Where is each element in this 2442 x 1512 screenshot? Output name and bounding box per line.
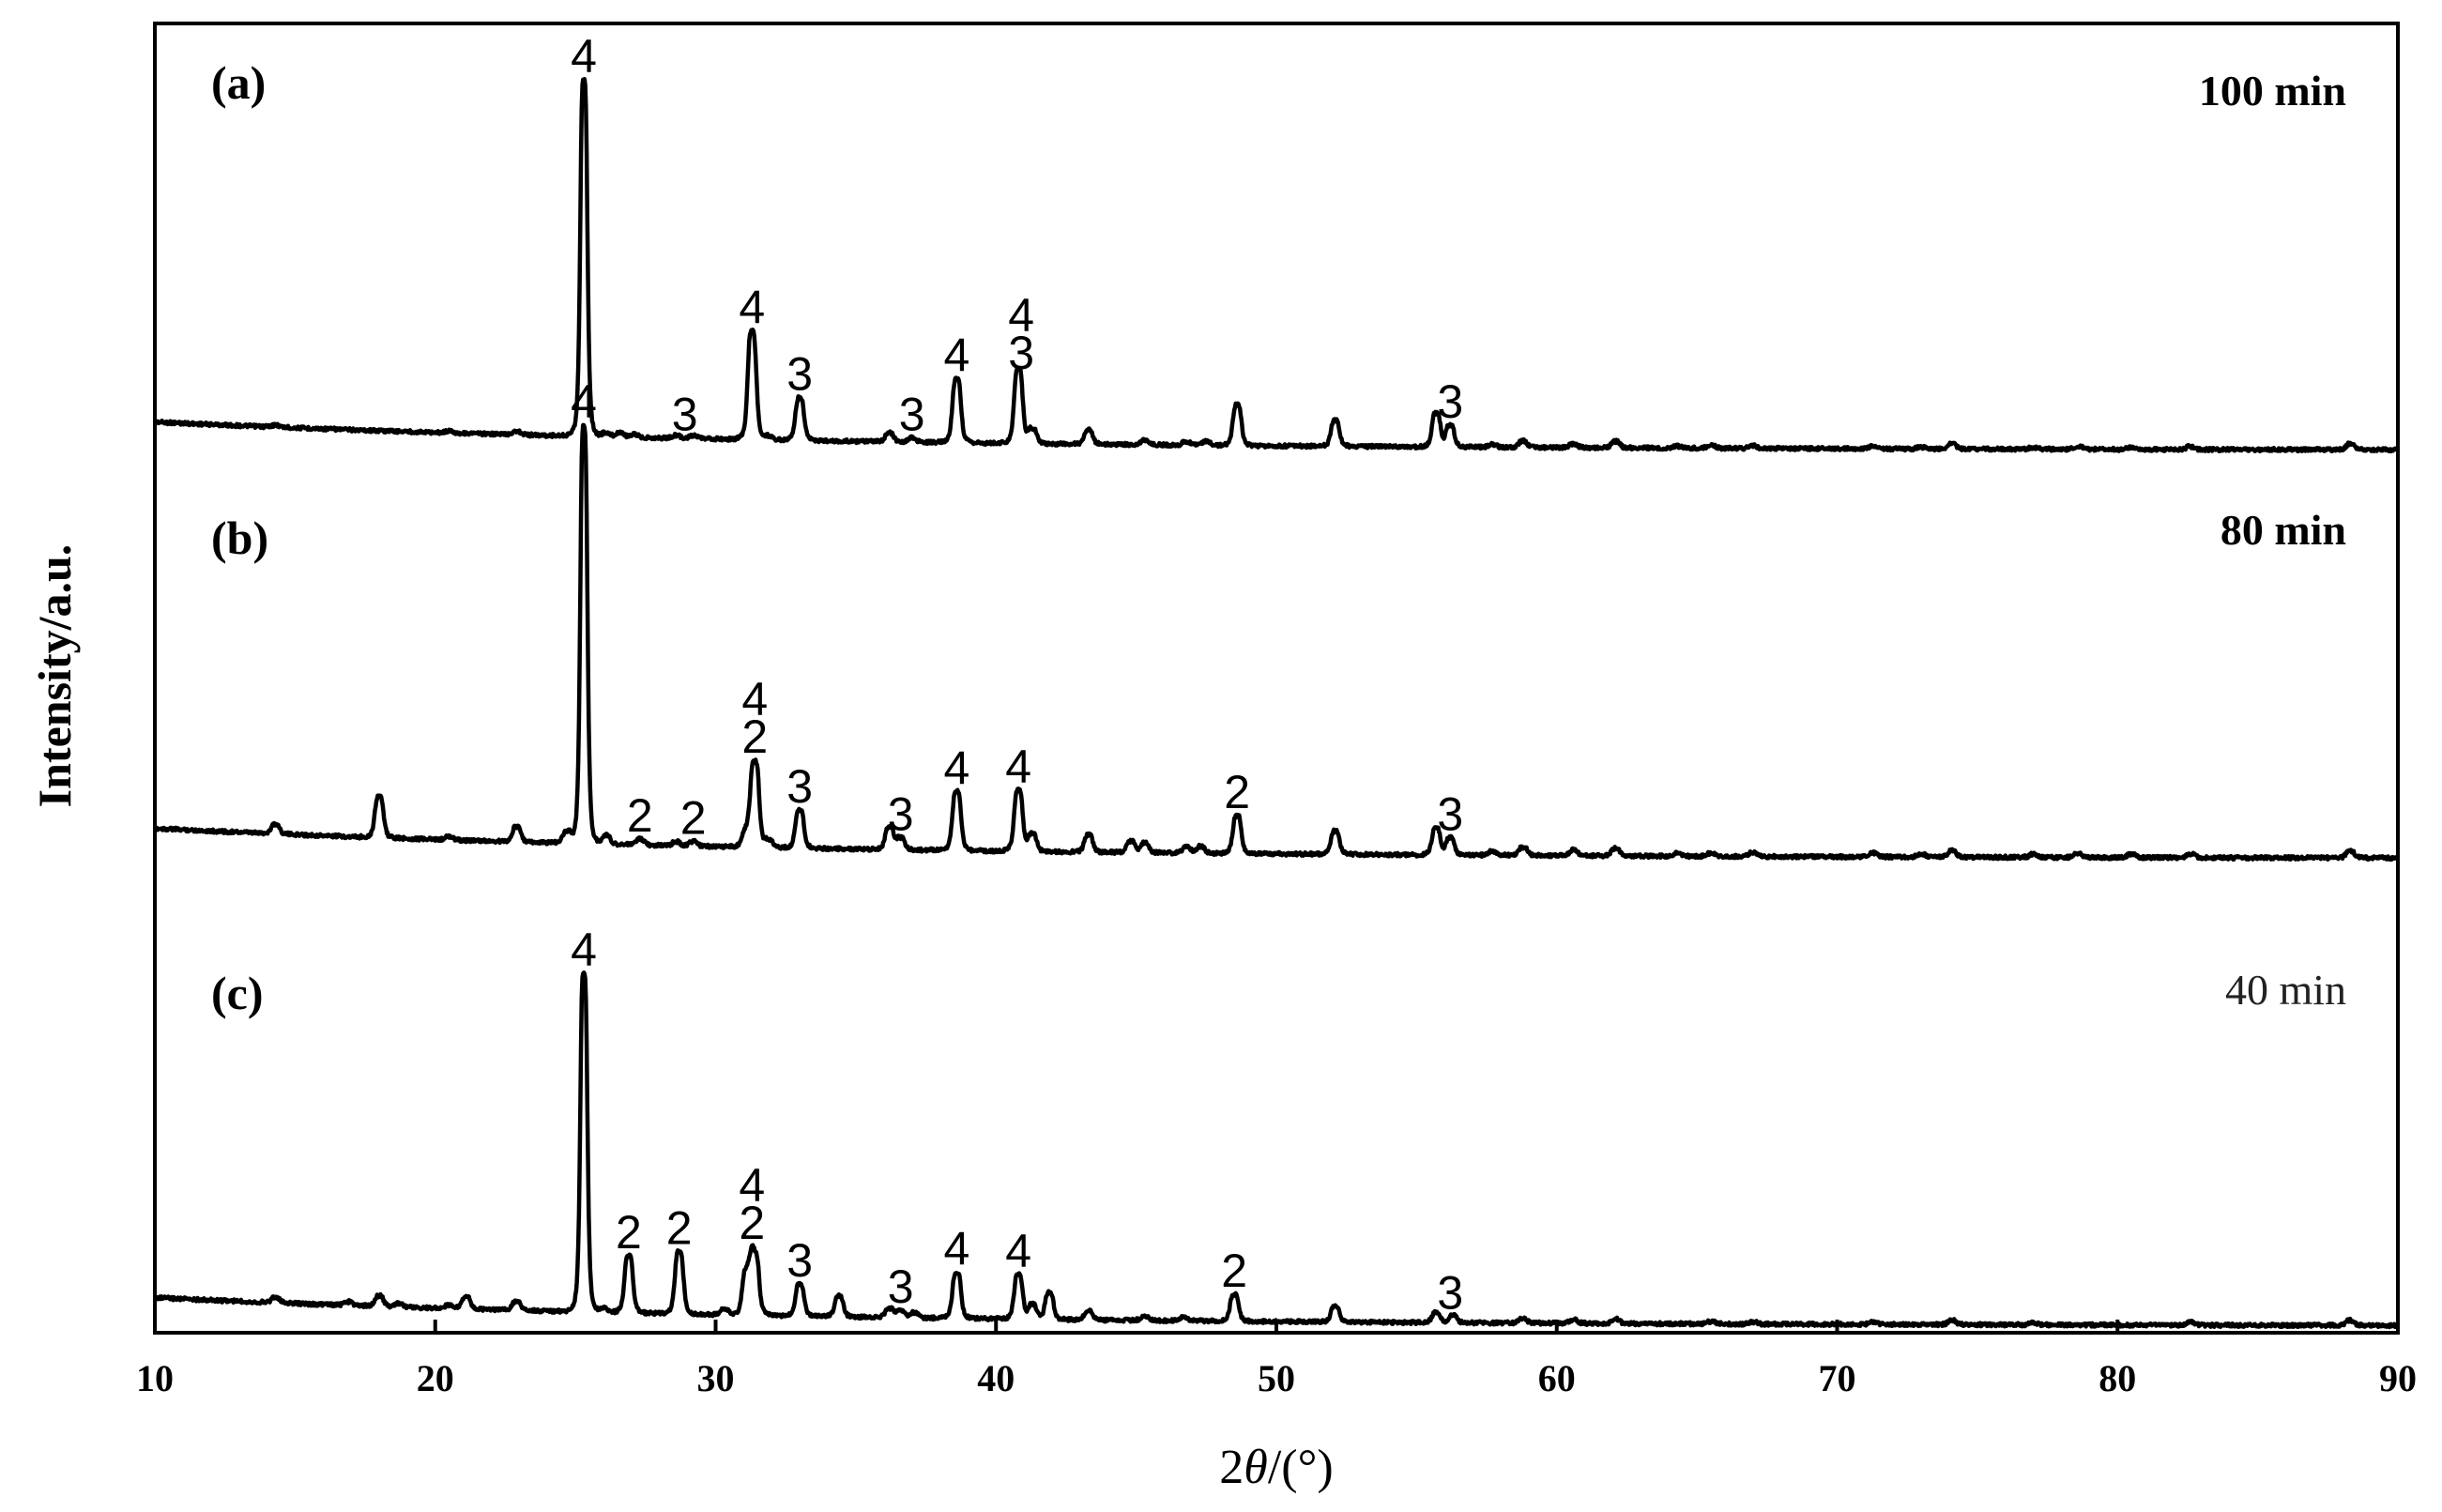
x-tick-label: 90: [2379, 1357, 2417, 1399]
peak-label: 4: [944, 328, 970, 381]
plot-frame: [153, 22, 2400, 1335]
peak-label: 3: [888, 787, 914, 840]
peak-label: 4: [571, 30, 597, 83]
x-axis-title-theta: θ: [1244, 1441, 1268, 1494]
panel-time-a: 100 min: [2199, 67, 2346, 115]
peak-label: 3: [786, 348, 813, 401]
x-tick-label: 50: [1258, 1357, 1295, 1399]
x-axis-title-suffix: /(°): [1268, 1441, 1334, 1494]
x-axis-title-prefix: 2: [1219, 1441, 1244, 1494]
peak-label: 3: [1437, 375, 1463, 428]
x-tick-label: 30: [697, 1357, 735, 1399]
peak-label: 2: [666, 1201, 693, 1254]
panel-time-b: 80 min: [2221, 506, 2346, 554]
peak-label: 2: [680, 792, 707, 845]
xrd-traces: [152, 76, 2401, 1330]
peak-label: 3: [1008, 327, 1034, 379]
peak-label: 4: [741, 673, 768, 725]
xrd-trace-a: [152, 76, 2401, 454]
peak-label: 4: [944, 1222, 970, 1275]
x-tick-label: 20: [417, 1357, 454, 1399]
peak-label: 3: [899, 389, 925, 441]
peak-label: 2: [1221, 1245, 1247, 1297]
x-tick-label: 60: [1538, 1357, 1576, 1399]
x-tick-label: 70: [1819, 1357, 1856, 1399]
peak-label: 4: [944, 741, 970, 794]
peak-label: 4: [1005, 1225, 1031, 1277]
peak-label: 2: [627, 789, 653, 842]
peak-label: 3: [786, 1234, 813, 1287]
x-tick-label: 40: [977, 1357, 1015, 1399]
peak-label: 4: [571, 375, 597, 428]
xrd-trace-c: [153, 970, 2400, 1330]
peak-label: 3: [1437, 787, 1463, 840]
peak-label: 4: [739, 282, 765, 334]
peak-label: 4: [1008, 289, 1034, 342]
y-axis-title: Intensity/a.u.: [28, 544, 81, 808]
peak-label: 2: [616, 1206, 642, 1259]
panel-labels: (a) (b) (c) 100 min 80 min 40 min: [211, 56, 2346, 1019]
x-tick-label: 10: [136, 1357, 174, 1399]
peak-label: 3: [888, 1260, 914, 1313]
peak-label: 4: [739, 1159, 765, 1212]
peak-label: 3: [672, 389, 698, 441]
peak-label: 4: [571, 924, 597, 976]
peak-label: 4: [1005, 741, 1031, 793]
panel-label-b: (b): [211, 512, 268, 564]
x-axis-ticks: 10 20 30 40 50 60 70 80 90: [136, 1320, 2417, 1399]
panel-time-c: 40 min: [2225, 966, 2346, 1014]
x-axis-title: 2θ/(°): [1219, 1441, 1333, 1494]
xrd-trace-b: [153, 422, 2400, 863]
panel-label-a: (a): [211, 56, 266, 109]
peak-label: 2: [739, 1197, 765, 1249]
peak-label: 3: [1437, 1266, 1463, 1319]
peak-label: 3: [786, 760, 813, 813]
panel-label-c: (c): [211, 967, 264, 1019]
x-tick-label: 80: [2099, 1357, 2136, 1399]
peak-label: 2: [741, 710, 768, 763]
peak-label: 2: [1224, 766, 1250, 818]
